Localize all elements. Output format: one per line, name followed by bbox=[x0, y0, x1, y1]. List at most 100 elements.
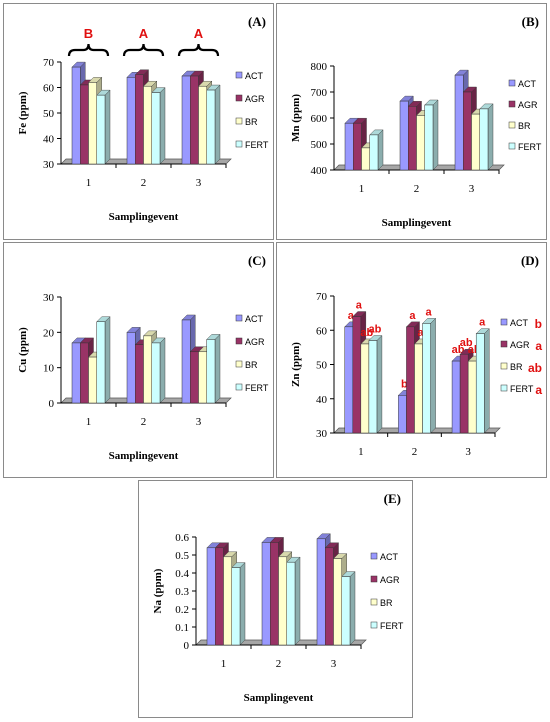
significance-letter: a bbox=[348, 310, 355, 322]
bar-front bbox=[408, 106, 417, 171]
x-tick-label: 2 bbox=[412, 446, 418, 458]
x-axis-label: Samplingevent bbox=[109, 211, 179, 223]
y-tick-label: 0.4 bbox=[175, 568, 189, 580]
bar-front bbox=[96, 94, 106, 165]
significance-letter: a bbox=[426, 306, 433, 318]
legend-swatch bbox=[235, 117, 243, 125]
bar-side bbox=[294, 556, 301, 646]
bar-front bbox=[463, 91, 472, 171]
x-tick-label: 3 bbox=[196, 177, 202, 189]
group-brace bbox=[67, 43, 110, 57]
x-tick-label: 3 bbox=[331, 658, 337, 670]
y-tick-label: 50 bbox=[43, 108, 55, 120]
x-tick-label: 1 bbox=[221, 658, 227, 670]
legend-label: FERT bbox=[245, 383, 269, 393]
bar-front bbox=[333, 558, 342, 646]
y-tick-label: 40 bbox=[316, 394, 328, 406]
significance-letter: ab bbox=[368, 324, 381, 336]
legend-swatch bbox=[370, 552, 378, 560]
legend-swatch bbox=[370, 621, 378, 629]
y-tick-label: 0.1 bbox=[175, 622, 189, 634]
significance-letter: a bbox=[417, 327, 424, 339]
legend-swatch bbox=[508, 79, 516, 87]
legend-label: ACT bbox=[380, 552, 399, 562]
legend-swatch bbox=[500, 362, 508, 370]
bar-front bbox=[369, 134, 379, 171]
bar bbox=[341, 571, 356, 646]
legend-swatch bbox=[235, 314, 243, 322]
legend-label: FERT bbox=[518, 142, 542, 152]
y-tick-label: 30 bbox=[316, 428, 328, 440]
x-tick-label: 1 bbox=[86, 177, 92, 189]
bar-front bbox=[143, 335, 152, 404]
bar bbox=[231, 562, 246, 646]
bar bbox=[422, 317, 437, 434]
bar-front bbox=[96, 321, 106, 404]
bar-side bbox=[487, 103, 494, 171]
chart-panel-na: (E) 0 0.1 0.2 0.3 0.4 0.5 0.6 Na (ppm) Samplingev… bbox=[138, 480, 413, 718]
chart-panel-fe: (A) 30 40 50 60 70 Fe (ppm) Samplingevent 1 2 3 ACT… bbox=[3, 3, 274, 240]
bar-front bbox=[80, 342, 89, 404]
bar bbox=[206, 333, 221, 404]
group-significance-label: B bbox=[84, 26, 93, 41]
y-tick-label: 50 bbox=[316, 360, 328, 372]
bar bbox=[96, 316, 111, 404]
legend-label: BR bbox=[245, 360, 258, 370]
x-axis-label: Samplingevent bbox=[109, 450, 179, 462]
y-tick-label: 0.2 bbox=[175, 604, 189, 616]
group-brace bbox=[122, 43, 165, 57]
bar-side bbox=[214, 333, 221, 404]
bar-front bbox=[471, 113, 480, 171]
bar-front bbox=[479, 108, 489, 171]
legend-significance-letter: a bbox=[535, 383, 542, 397]
y-tick-label: 0.6 bbox=[175, 532, 189, 544]
bar-front bbox=[416, 115, 425, 171]
bar-side bbox=[214, 84, 221, 165]
bar-front bbox=[467, 360, 477, 434]
legend-label: ACT bbox=[518, 79, 537, 89]
legend-swatch bbox=[370, 575, 378, 583]
significance-letter: ab bbox=[460, 337, 473, 349]
legend-swatch bbox=[235, 337, 243, 345]
bar bbox=[151, 337, 166, 404]
y-tick-label: 800 bbox=[311, 61, 328, 73]
bar-side bbox=[159, 337, 166, 404]
y-tick-label: 500 bbox=[311, 139, 328, 151]
chart-panel-cu: (C) 0 10 20 30 Cu (ppm) Samplingevent 1 2 3 ACT AGR… bbox=[3, 242, 274, 478]
bar-front bbox=[361, 147, 370, 171]
bar-side bbox=[239, 562, 246, 646]
y-tick-label: 70 bbox=[316, 291, 328, 303]
legend-swatch bbox=[500, 384, 508, 392]
x-axis-label: Samplingevent bbox=[382, 217, 452, 229]
bar-front bbox=[198, 85, 207, 165]
y-tick-label: 60 bbox=[43, 83, 55, 95]
bar-front bbox=[316, 538, 326, 646]
bar-side bbox=[376, 335, 383, 434]
bar bbox=[206, 84, 221, 165]
bar-front bbox=[344, 122, 354, 171]
legend-label: BR bbox=[380, 598, 393, 608]
legend-swatch bbox=[235, 94, 243, 102]
bar-front bbox=[353, 122, 362, 171]
bar-front bbox=[126, 77, 136, 165]
legend-label: FERT bbox=[380, 621, 404, 631]
panel-title: (C) bbox=[248, 253, 266, 268]
legend-swatch bbox=[508, 121, 516, 129]
x-tick-label: 2 bbox=[276, 658, 282, 670]
bar-front bbox=[198, 351, 207, 404]
legend-swatch bbox=[500, 318, 508, 326]
legend-label: AGR bbox=[518, 100, 538, 110]
y-tick-label: 0.5 bbox=[175, 550, 189, 562]
bar-side bbox=[349, 571, 356, 646]
bar-front bbox=[181, 75, 191, 165]
bar-side bbox=[432, 99, 439, 171]
significance-letter: a bbox=[409, 310, 416, 322]
bar-front bbox=[88, 82, 97, 165]
bar-front bbox=[143, 85, 152, 165]
bar-front bbox=[451, 360, 461, 434]
bar-front bbox=[414, 343, 423, 434]
x-tick-label: 3 bbox=[465, 446, 471, 458]
legend-swatch bbox=[235, 140, 243, 148]
significance-letter: a bbox=[356, 300, 363, 312]
